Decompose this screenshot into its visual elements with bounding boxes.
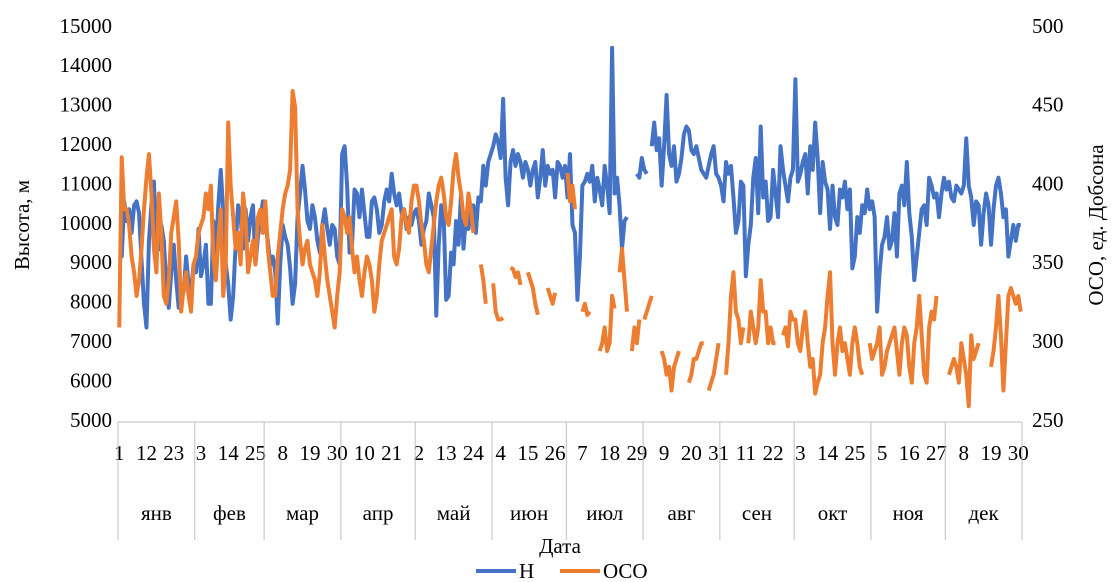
y-tick-label: 9000 <box>70 250 112 274</box>
y-tick-label: 15000 <box>60 14 113 38</box>
x-tick-label: 23 <box>163 441 184 465</box>
y-tick-label: 10000 <box>60 211 113 235</box>
y-tick-label: 8000 <box>70 290 112 314</box>
y2-tick-label: 350 <box>1032 250 1064 274</box>
x-tick-label: 9 <box>659 441 670 465</box>
x-tick-label: 10 <box>354 441 375 465</box>
x-tick-label: 26 <box>545 441 566 465</box>
x-tick-label: 19 <box>981 441 1002 465</box>
x-tick-label: 24 <box>463 441 485 465</box>
x-tick-label: 1 <box>114 441 125 465</box>
month-label: сен <box>742 501 772 525</box>
y2-tick-label: 300 <box>1032 329 1064 353</box>
month-label: июл <box>586 501 623 525</box>
y2-tick-label: 500 <box>1032 14 1064 38</box>
x-tick-label: 22 <box>763 441 784 465</box>
y-axis-title: Высота, м <box>10 180 34 270</box>
x-tick-label: 3 <box>795 441 806 465</box>
month-label: ноя <box>893 501 924 525</box>
x-tick-label: 16 <box>899 441 920 465</box>
month-label: фев <box>213 501 246 525</box>
x-tick-label: 20 <box>681 441 702 465</box>
month-label: апр <box>363 501 394 525</box>
y-tick-label: 14000 <box>60 53 113 77</box>
y-tick-label: 6000 <box>70 368 112 392</box>
y2-tick-label: 400 <box>1032 171 1064 195</box>
month-label: мар <box>286 501 319 525</box>
series-line <box>117 89 1023 409</box>
x-tick-label: 15 <box>517 441 538 465</box>
x-axis-title: Дата <box>539 534 582 558</box>
month-label: май <box>437 501 471 525</box>
month-label: авг <box>668 501 696 525</box>
x-tick-label: 30 <box>327 441 348 465</box>
x-tick-label: 21 <box>381 441 402 465</box>
legend-label: ОСО <box>603 559 648 582</box>
month-label: июн <box>510 501 548 525</box>
x-tick-label: 31 <box>708 441 729 465</box>
y2-axis-title: ОСО, ед. Добсона <box>1084 144 1108 306</box>
x-tick-label: 29 <box>626 441 647 465</box>
x-tick-label: 25 <box>844 441 865 465</box>
x-tick-label: 25 <box>245 441 266 465</box>
y2-tick-label: 450 <box>1032 93 1064 117</box>
x-tick-label: 4 <box>495 441 506 465</box>
x-tick-label: 11 <box>736 441 756 465</box>
y-tick-label: 11000 <box>60 171 112 195</box>
month-label: дек <box>969 501 1000 525</box>
x-tick-label: 19 <box>299 441 320 465</box>
x-tick-label: 18 <box>599 441 620 465</box>
legend-label: Н <box>519 559 534 582</box>
x-tick-label: 5 <box>877 441 888 465</box>
x-tick-label: 14 <box>218 441 240 465</box>
y-tick-label: 12000 <box>60 132 113 156</box>
month-label: янв <box>141 501 172 525</box>
x-tick-label: 14 <box>817 441 839 465</box>
x-tick-label: 13 <box>436 441 457 465</box>
y2-tick-label: 250 <box>1032 408 1064 432</box>
series-line <box>119 45 1021 330</box>
x-tick-label: 8 <box>959 441 970 465</box>
x-tick-label: 2 <box>414 441 425 465</box>
x-tick-label: 30 <box>1008 441 1029 465</box>
x-tick-label: 27 <box>926 441 947 465</box>
y-tick-label: 5000 <box>70 408 112 432</box>
x-tick-label: 8 <box>277 441 288 465</box>
y-tick-label: 7000 <box>70 329 112 353</box>
y-tick-label: 13000 <box>60 93 113 117</box>
x-tick-label: 12 <box>136 441 157 465</box>
month-label: окт <box>818 501 848 525</box>
x-tick-label: 3 <box>196 441 207 465</box>
x-tick-label: 7 <box>577 441 588 465</box>
